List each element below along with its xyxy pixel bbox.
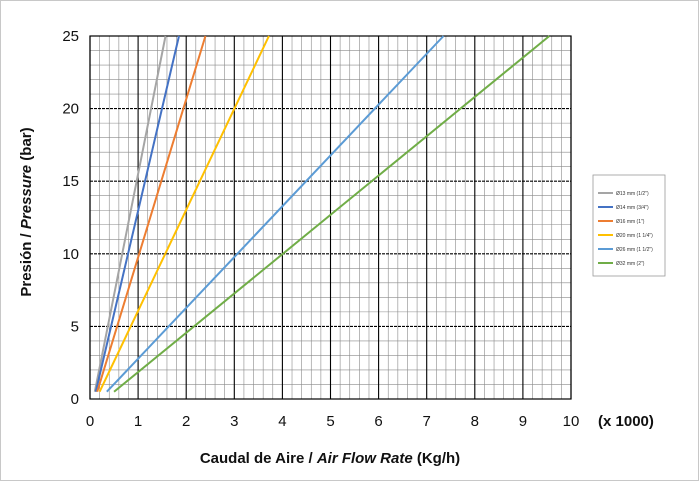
x-tick-label: 1 [134, 413, 142, 430]
legend-entry-label: Ø13 mm (1/2") [616, 191, 649, 197]
y-tick-label: 15 [62, 173, 79, 190]
series-line [96, 35, 207, 393]
x-tick-label: 0 [86, 413, 94, 430]
legend-entry-label: Ø14 mm (3/4") [616, 205, 649, 211]
x-tick-label: 3 [230, 413, 238, 430]
series-line [106, 35, 445, 393]
y-axis-title-italic: Pressure [18, 165, 35, 229]
legend: Ø13 mm (1/2") Ø14 mm (3/4") Ø16 mm (1") Ø20… [592, 174, 666, 277]
legend-entry-label: Ø20 mm (1 1/4") [616, 233, 653, 239]
y-tick-label: 5 [71, 318, 79, 335]
x-tick-label: 2 [182, 413, 190, 430]
x-tick-label: 4 [278, 413, 286, 430]
x-tick-label: 7 [423, 413, 431, 430]
y-tick-label: 25 [62, 28, 79, 45]
x-axis-title-unit: (Kg/h) [413, 450, 460, 467]
x-axis-title: Caudal de Aire / Air Flow Rate (Kg/h) [200, 450, 460, 467]
series-lines [93, 35, 550, 393]
x-axis-title-italic: Air Flow Rate [316, 450, 413, 467]
x-multiplier-label: (x 1000) [598, 413, 654, 430]
y-axis-title: Presión / Pressure (bar) [18, 127, 35, 296]
major-grid [89, 35, 572, 400]
x-axis-ticks: 0 1 2 3 4 5 6 7 8 9 10 [86, 413, 580, 430]
y-tick-label: 20 [62, 101, 79, 118]
y-axis-title-unit: (bar) [18, 127, 35, 165]
x-tick-label: 9 [519, 413, 527, 430]
plot-area-border [89, 35, 572, 400]
x-tick-label: 6 [374, 413, 382, 430]
x-tick-label: 5 [326, 413, 334, 430]
legend-entry-label: Ø16 mm (1") [616, 219, 645, 225]
legend-entry-label: Ø26 mm (1 1/2") [616, 247, 653, 253]
x-axis-title-plain: Caudal de Aire / [200, 450, 317, 467]
series-line [94, 35, 180, 392]
series-line [98, 35, 270, 393]
y-axis-ticks: 0 5 10 15 20 25 [62, 28, 79, 408]
y-tick-label: 0 [71, 391, 79, 408]
x-tick-label: 10 [563, 413, 580, 430]
x-tick-label: 8 [471, 413, 479, 430]
y-tick-label: 10 [62, 246, 79, 263]
legend-box [592, 174, 666, 277]
series-line [93, 35, 167, 392]
series-line [113, 35, 550, 393]
legend-entry-label: Ø32 mm (2") [616, 261, 645, 267]
y-axis-title-plain: Presión / [18, 229, 35, 297]
